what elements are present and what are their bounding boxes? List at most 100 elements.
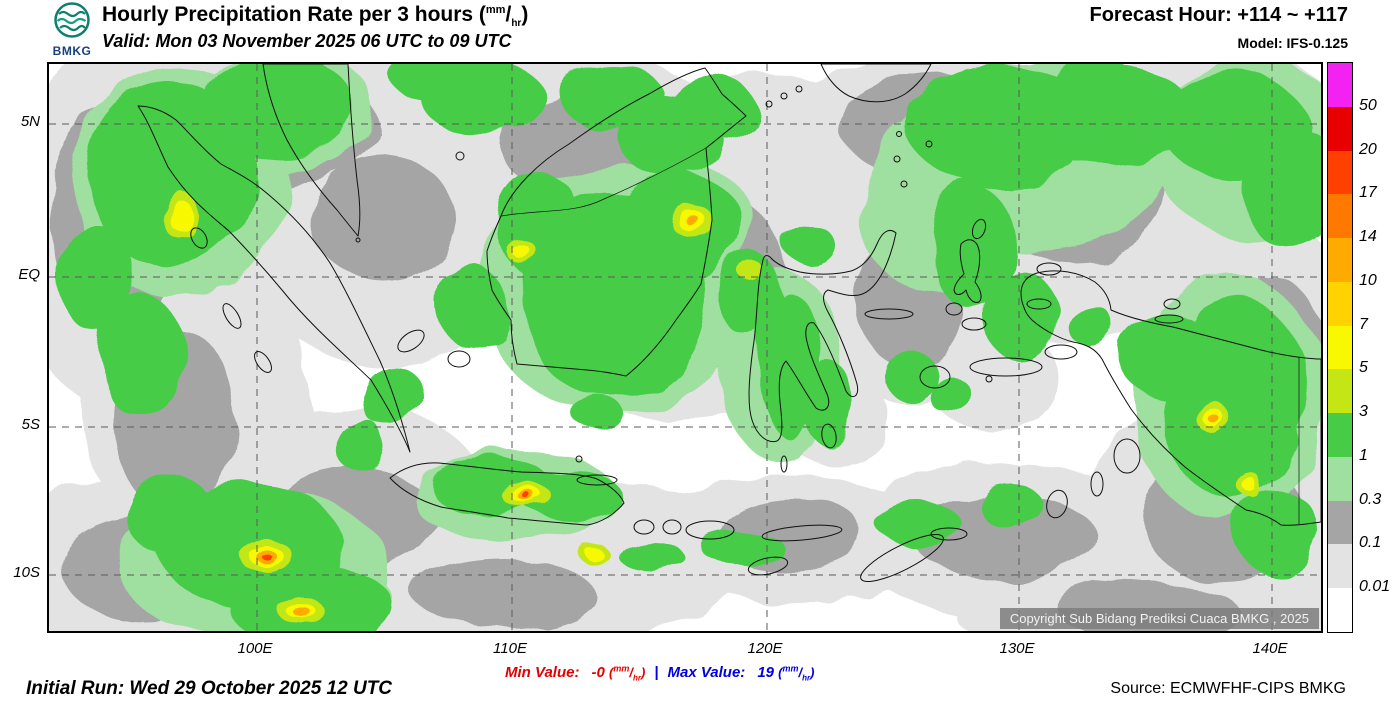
aru-outline: [1113, 438, 1141, 474]
natuna-outline: [455, 151, 465, 161]
legend-bar: [1327, 62, 1353, 633]
lat-label-5n: 5N: [20, 113, 40, 130]
title-close-paren: ): [521, 3, 529, 26]
page-title: Hourly Precipitation Rate per 3 hours (m…: [102, 3, 529, 30]
legend-color-cell: [1328, 413, 1352, 457]
mindanao-outline: [820, 64, 932, 103]
legend-color-cell: [1328, 588, 1352, 632]
legend-value-label: 0.1: [1359, 534, 1382, 552]
legend-color-cell: [1328, 106, 1352, 151]
legend-color-cell: [1328, 500, 1352, 545]
legend-value-label: 1: [1359, 446, 1368, 464]
indonesia-precipitation-field: [49, 64, 1321, 631]
sumbawa-outline: [685, 520, 735, 540]
lon-label-100e: 100E: [237, 640, 273, 657]
bmkg-logo-label: BMKG: [52, 44, 92, 58]
sumba-outline: [747, 556, 789, 576]
bomberai-outline: [1044, 344, 1078, 360]
legend-value-label: 50: [1359, 96, 1377, 114]
malay-peninsula-outline: [262, 64, 361, 237]
legend-value-label: 20: [1359, 140, 1377, 158]
lon-label-120e: 120E: [747, 640, 783, 657]
bangka-outline: [397, 329, 425, 353]
kei-outline: [1090, 471, 1104, 497]
legend-value-label: 5: [1359, 359, 1368, 377]
max-value: Max Value: 19 (mm/hr): [667, 664, 815, 683]
legend-color-cell: [1328, 281, 1352, 326]
waigeo-outline: [1036, 262, 1062, 276]
papua-outline: [1020, 270, 1321, 526]
timor-outline: [860, 534, 944, 582]
source-label: Source: ECMWFHF-CIPS BMKG: [1110, 680, 1346, 697]
nias-outline: [190, 227, 208, 249]
precip-red-orange: [261, 493, 531, 559]
buton-outline: [821, 423, 837, 449]
legend-labels: 50 20 17 14 10 7 5 3 1 0.3 0.1 0.01: [1359, 62, 1400, 633]
legend-color-cell: [1328, 325, 1352, 370]
model-name: Model: IFS-0.125: [1237, 35, 1348, 51]
precip-green: [62, 64, 1321, 631]
legend-value-label: 14: [1359, 228, 1377, 246]
bali-outline: [633, 519, 655, 535]
initial-run: Initial Run: Wed 29 October 2025 12 UTC: [26, 678, 393, 699]
legend-color-cell: [1328, 456, 1352, 501]
flores-outline: [761, 524, 843, 542]
sangihe-islands: [893, 155, 901, 163]
legend-color-cell: [1328, 369, 1352, 414]
pagai-outline: [254, 351, 272, 373]
selayar-outline: [780, 455, 788, 473]
morotai-outline: [971, 218, 987, 240]
minmax-values: Min Value: -0 (mm/hr) | Max Value: 19 (mm/hr…: [505, 664, 815, 683]
lat-label-eq: EQ: [18, 266, 40, 283]
sulu-islands: [765, 100, 773, 108]
sula-outline: [864, 308, 914, 320]
yapen-outline: [1154, 314, 1184, 324]
lon-label-110e: 110E: [493, 640, 527, 657]
biak-outline: [1163, 298, 1181, 310]
lat-label-10s: 10S: [13, 564, 40, 581]
copyright-overlay: Copyright Sub Bidang Prediksi Cuaca BMKG…: [999, 608, 1319, 629]
halmahera-outline: [953, 239, 982, 303]
title-text: Hourly Precipitation Rate per 3 hours (: [102, 3, 486, 26]
lon-label-140e: 140E: [1252, 640, 1288, 657]
min-value: Min Value: -0 (mm/hr): [505, 664, 646, 683]
title-unit-denominator: hr: [511, 18, 522, 30]
forecast-hour: Forecast Hour: +114 ~ +117: [1089, 4, 1349, 26]
seram-outline: [969, 357, 1043, 377]
legend-color-cell: [1328, 238, 1352, 282]
map-canvas: Copyright Sub Bidang Prediksi Cuaca BMKG…: [47, 62, 1323, 633]
legend-value-label: 7: [1359, 315, 1368, 333]
lon-label-130e: 130E: [999, 640, 1035, 657]
sumatra-outline: [137, 105, 411, 453]
misool-outline: [1026, 298, 1052, 310]
tanimbar-outline: [1046, 489, 1068, 519]
legend-color-cell: [1328, 544, 1352, 589]
legend-value-label: 17: [1359, 184, 1377, 202]
legend-color-cell: [1328, 194, 1352, 239]
lat-label-5s: 5S: [21, 416, 40, 433]
country-borders: [500, 147, 1300, 524]
coastlines: [137, 64, 1321, 582]
buru-outline: [919, 365, 951, 389]
graticule: [49, 64, 1321, 631]
sulawesi-outline: [748, 230, 897, 443]
title-unit-numerator: mm: [485, 4, 506, 16]
java-outline: [389, 462, 625, 526]
kalimantan-border: [500, 147, 707, 217]
bacan-outline: [945, 302, 963, 316]
bmkg-globe-icon: [54, 2, 90, 38]
legend-value-label: 3: [1359, 403, 1368, 421]
ambon-dot: [985, 375, 993, 383]
bawean-dot: [575, 455, 583, 463]
precip-yellow-green: [163, 192, 1261, 626]
legend-color-cell: [1328, 63, 1352, 107]
belitung-outline: [447, 350, 471, 368]
bmkg-logo: BMKG: [44, 1, 100, 58]
singapore-dot: [355, 237, 361, 243]
legend-color-cell: [1328, 150, 1352, 195]
legend-value-label: 0.3: [1359, 490, 1382, 508]
wetar-outline: [930, 527, 968, 541]
lombok-outline: [662, 519, 682, 535]
siberut-outline: [222, 303, 242, 329]
